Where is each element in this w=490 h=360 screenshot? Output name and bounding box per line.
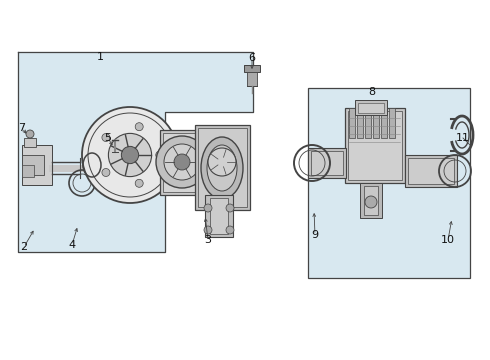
Circle shape — [156, 151, 164, 159]
Circle shape — [135, 123, 143, 131]
Text: 10: 10 — [441, 235, 455, 245]
Text: 8: 8 — [368, 87, 375, 97]
Circle shape — [204, 204, 212, 212]
Bar — [355, 100, 387, 115]
Bar — [348, 111, 402, 180]
Bar — [22, 165, 34, 177]
Text: 1: 1 — [97, 52, 103, 62]
Bar — [244, 65, 248, 71]
Bar — [244, 65, 260, 72]
Bar — [360, 183, 382, 218]
Circle shape — [174, 154, 190, 170]
Circle shape — [208, 148, 236, 176]
Bar — [364, 186, 378, 215]
Text: 9: 9 — [312, 230, 318, 240]
Bar — [365, 108, 371, 138]
Circle shape — [108, 134, 151, 177]
Bar — [345, 108, 405, 183]
Text: 5: 5 — [104, 133, 112, 143]
Circle shape — [226, 226, 234, 234]
Bar — [381, 108, 387, 138]
Bar — [389, 108, 395, 138]
Bar — [405, 155, 457, 187]
Bar — [210, 198, 228, 234]
Bar — [22, 155, 44, 175]
Bar — [358, 103, 384, 113]
Bar — [24, 138, 36, 147]
Circle shape — [164, 144, 200, 180]
Ellipse shape — [201, 137, 243, 199]
Circle shape — [102, 168, 110, 176]
Bar — [357, 108, 363, 138]
Ellipse shape — [207, 145, 237, 191]
Circle shape — [122, 147, 139, 164]
Text: 2: 2 — [21, 242, 27, 252]
Bar — [198, 128, 247, 207]
Text: 11: 11 — [456, 133, 470, 143]
Bar — [308, 148, 346, 178]
Bar — [308, 88, 470, 278]
Bar — [205, 195, 233, 237]
Bar — [247, 72, 257, 86]
Bar — [311, 151, 343, 175]
Bar — [246, 65, 250, 71]
Bar — [373, 108, 379, 138]
Circle shape — [365, 196, 377, 208]
Bar — [22, 145, 52, 185]
Bar — [163, 133, 202, 192]
Bar — [349, 108, 355, 138]
Bar — [408, 158, 454, 184]
Circle shape — [156, 136, 208, 188]
Circle shape — [135, 179, 143, 187]
Circle shape — [102, 134, 110, 141]
Circle shape — [204, 226, 212, 234]
Text: 6: 6 — [248, 53, 255, 63]
Circle shape — [26, 130, 34, 138]
Bar — [195, 125, 250, 210]
Circle shape — [82, 107, 178, 203]
Text: 7: 7 — [19, 123, 25, 133]
Circle shape — [226, 204, 234, 212]
Bar — [160, 130, 205, 195]
Text: 3: 3 — [204, 235, 212, 245]
Bar — [248, 65, 252, 71]
Polygon shape — [18, 52, 253, 252]
Text: 4: 4 — [69, 240, 75, 250]
